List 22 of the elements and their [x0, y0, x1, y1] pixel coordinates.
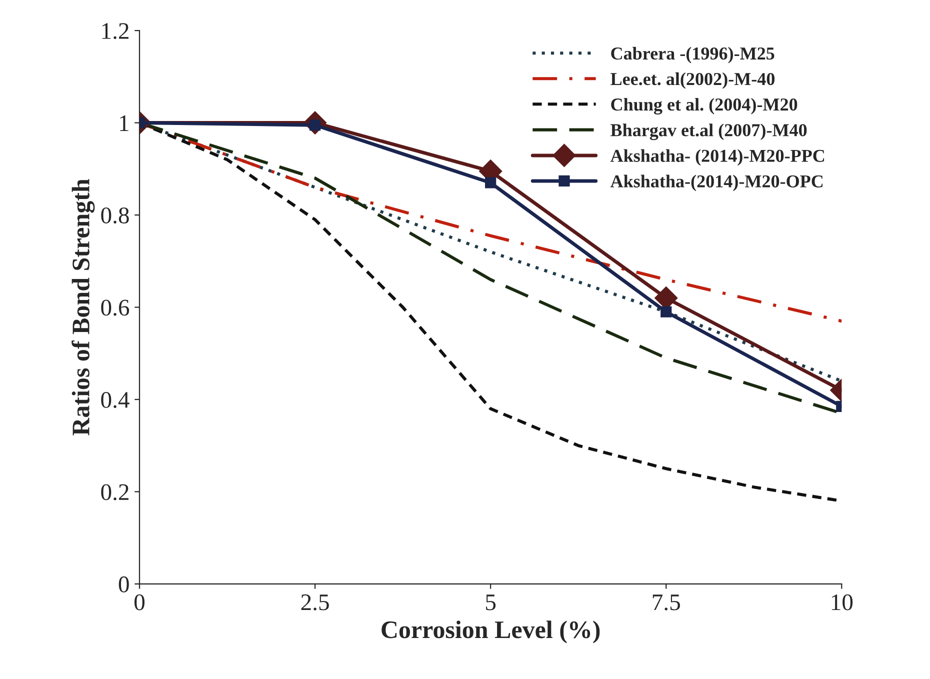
legend-label: Chung et al. (2004)-M20 — [611, 98, 798, 114]
x-axis-title: Corrosion Level (%) — [382, 620, 600, 644]
y-tick-label: 0.2 — [101, 484, 128, 500]
legend-label: Akshatha- (2014)-M20-PPC — [610, 149, 824, 166]
x-tick-label: 5 — [486, 594, 496, 610]
legend-label: Cabrera -(1996)-M25 — [611, 46, 774, 64]
legend-label: Bhargav et.al (2007)-M40 — [610, 124, 807, 140]
x-tick-label: 7.5 — [652, 594, 680, 610]
legend-label: Lee.et. al(2002)-M-40 — [610, 72, 775, 89]
x-tick-label: 2.5 — [301, 594, 329, 610]
point — [485, 177, 496, 188]
y-tick-label: 1 — [120, 115, 128, 131]
x-tick-label: 0 — [134, 594, 145, 610]
y-tick-label: 0 — [118, 576, 129, 592]
y-axis-title: Ratios of Bond Strength — [72, 179, 95, 436]
point — [660, 306, 672, 318]
y-tick-label: 1.2 — [102, 23, 128, 40]
x-tick-label: 10 — [832, 594, 853, 610]
y-tick-label: 0.8 — [101, 208, 129, 224]
legend-label: Akshatha-(2014)-M20-OPC — [610, 174, 823, 192]
y-tick-label: 0.4 — [101, 392, 130, 408]
y-tick-label: 0.6 — [101, 300, 130, 316]
